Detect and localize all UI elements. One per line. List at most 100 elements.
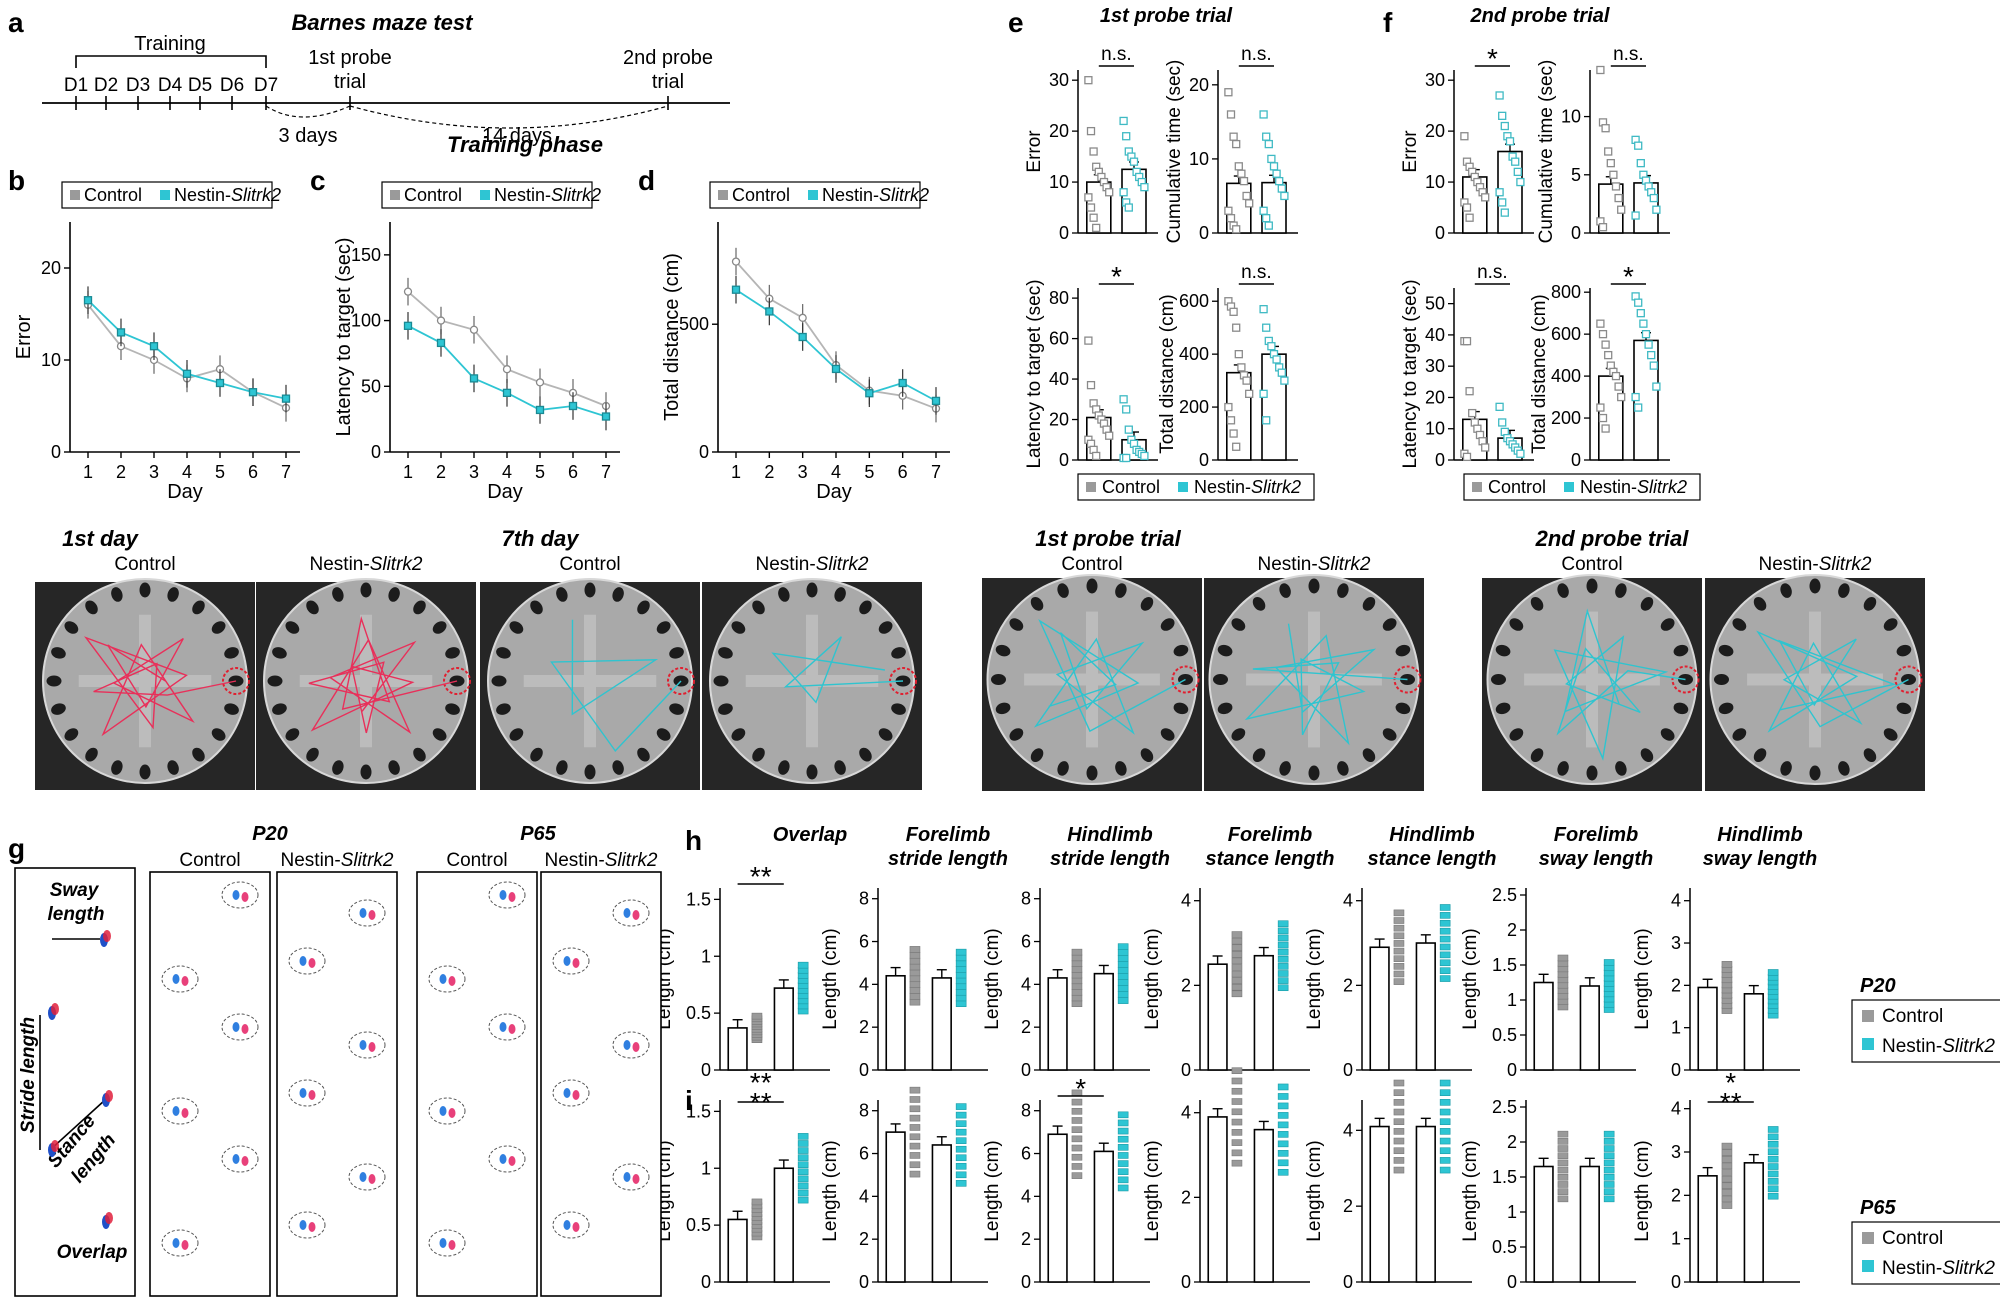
maze-hole [1308, 765, 1320, 781]
data-point [1231, 1108, 1243, 1116]
data-point [909, 969, 921, 977]
bar-nestin [1743, 993, 1764, 1071]
data-point [1105, 431, 1114, 440]
legend-p65-label-nestin: Nestin-Slitrk2 [1882, 1258, 1995, 1279]
bar-nestin [1253, 954, 1274, 1071]
data-point [909, 1096, 921, 1103]
data-point [1393, 963, 1405, 970]
data-point [955, 966, 967, 973]
paw-print-hind [499, 1022, 507, 1032]
data-point [1439, 904, 1451, 911]
legend-label-control: Control [404, 185, 462, 205]
bar-nestin [1093, 1150, 1114, 1283]
data-point [1611, 371, 1621, 381]
nestin-gene: Slitrk2 [879, 185, 929, 205]
data-point [1140, 183, 1149, 192]
y-tick-label: 1 [701, 1158, 711, 1178]
maze-hole [530, 747, 543, 762]
y-axis-label: Length (cm) [1142, 928, 1163, 1029]
bar-nestin [1579, 985, 1600, 1071]
data-point [909, 963, 921, 971]
y-tick-label: 4 [859, 1186, 869, 1206]
x-tick-label: 3 [469, 462, 479, 482]
y-tick-label: 400 [1551, 366, 1581, 386]
data-point [1393, 1157, 1405, 1164]
maze-hole [556, 760, 568, 775]
data-point [281, 394, 291, 403]
paw-print-fore [308, 1090, 316, 1100]
data-point [1226, 110, 1236, 119]
data-point [1393, 940, 1405, 947]
data-point [1601, 424, 1610, 433]
significance-label: * [1111, 261, 1122, 292]
data-point [1721, 1182, 1733, 1190]
maze-hole [1718, 702, 1734, 715]
legend-p65-title: P65 [1860, 1197, 1896, 1219]
maze-hole [1863, 748, 1877, 763]
paw-print-fore [308, 1222, 316, 1232]
data-point [1767, 1148, 1779, 1156]
sway-label-1: Sway [50, 880, 100, 901]
maze-hole [656, 621, 671, 634]
maze-hole [731, 728, 746, 741]
maze-hole [211, 621, 226, 634]
training-label: Training [134, 33, 206, 55]
maze-hole [1640, 748, 1654, 763]
bar-control [885, 1131, 906, 1283]
maze-hole [224, 703, 239, 715]
maze-hole [272, 703, 287, 715]
legend-p20-label-nestin: Nestin-Slitrk2 [1882, 1036, 1995, 1057]
data-point [1117, 1176, 1129, 1184]
maze-hole [1362, 748, 1376, 763]
data-point [1439, 1147, 1451, 1155]
data-point [1465, 213, 1474, 222]
y-tick-label: 150 [351, 245, 381, 265]
paw-print-hind [299, 1220, 307, 1230]
data-point [1262, 214, 1271, 223]
data-point [955, 1103, 967, 1110]
stance-line [49, 1099, 106, 1151]
paw-print-fore [241, 1024, 249, 1034]
y-tick-label: 3 [1671, 933, 1681, 953]
bar-control [1207, 1116, 1228, 1283]
data-point [1117, 1111, 1129, 1119]
y-tick-label: 2 [1507, 1132, 1517, 1152]
bar-control [885, 974, 906, 1071]
data-point [1277, 934, 1289, 942]
data-point [1557, 1188, 1569, 1195]
data-point [1495, 91, 1504, 100]
panel-letter-i: i [685, 1085, 693, 1116]
data-point [1516, 449, 1525, 458]
data-point [909, 957, 921, 965]
legend-p65-swatch-nestin [1862, 1260, 1874, 1272]
gait-step-outline [612, 1031, 650, 1059]
probe1-label-line1: 1st probe [308, 47, 391, 69]
y-tick-label: 0 [1507, 1272, 1517, 1292]
legend-f: Control Nestin-Slitrk2 [1463, 473, 1701, 501]
significance-label: ** [750, 1067, 772, 1098]
maze-hole [1140, 596, 1154, 611]
data-point [1071, 1098, 1083, 1106]
data-point [1767, 1192, 1779, 1200]
gait-col-label-control: Control [179, 850, 240, 871]
maze-hole [1491, 674, 1506, 685]
maze-hole [1495, 644, 1511, 657]
y-tick-label: 0.5 [686, 1003, 711, 1023]
data-point [909, 1105, 921, 1113]
y-tick-label: 800 [1551, 282, 1581, 302]
data-point [1636, 158, 1645, 168]
data-point [1242, 376, 1251, 385]
data-point [1393, 1108, 1405, 1116]
maze-hole [1640, 596, 1654, 611]
data-point [1239, 176, 1249, 186]
data-point [1439, 1108, 1451, 1116]
sway-label-2: length [48, 904, 105, 925]
data-point [1237, 363, 1246, 372]
data-point [797, 1140, 809, 1147]
p65-title: P65 [520, 823, 556, 845]
data-point [1393, 970, 1405, 978]
data-point [1721, 1149, 1733, 1157]
maze-hole [834, 760, 846, 775]
mouse-track [308, 616, 458, 735]
data-point [1117, 1152, 1129, 1159]
